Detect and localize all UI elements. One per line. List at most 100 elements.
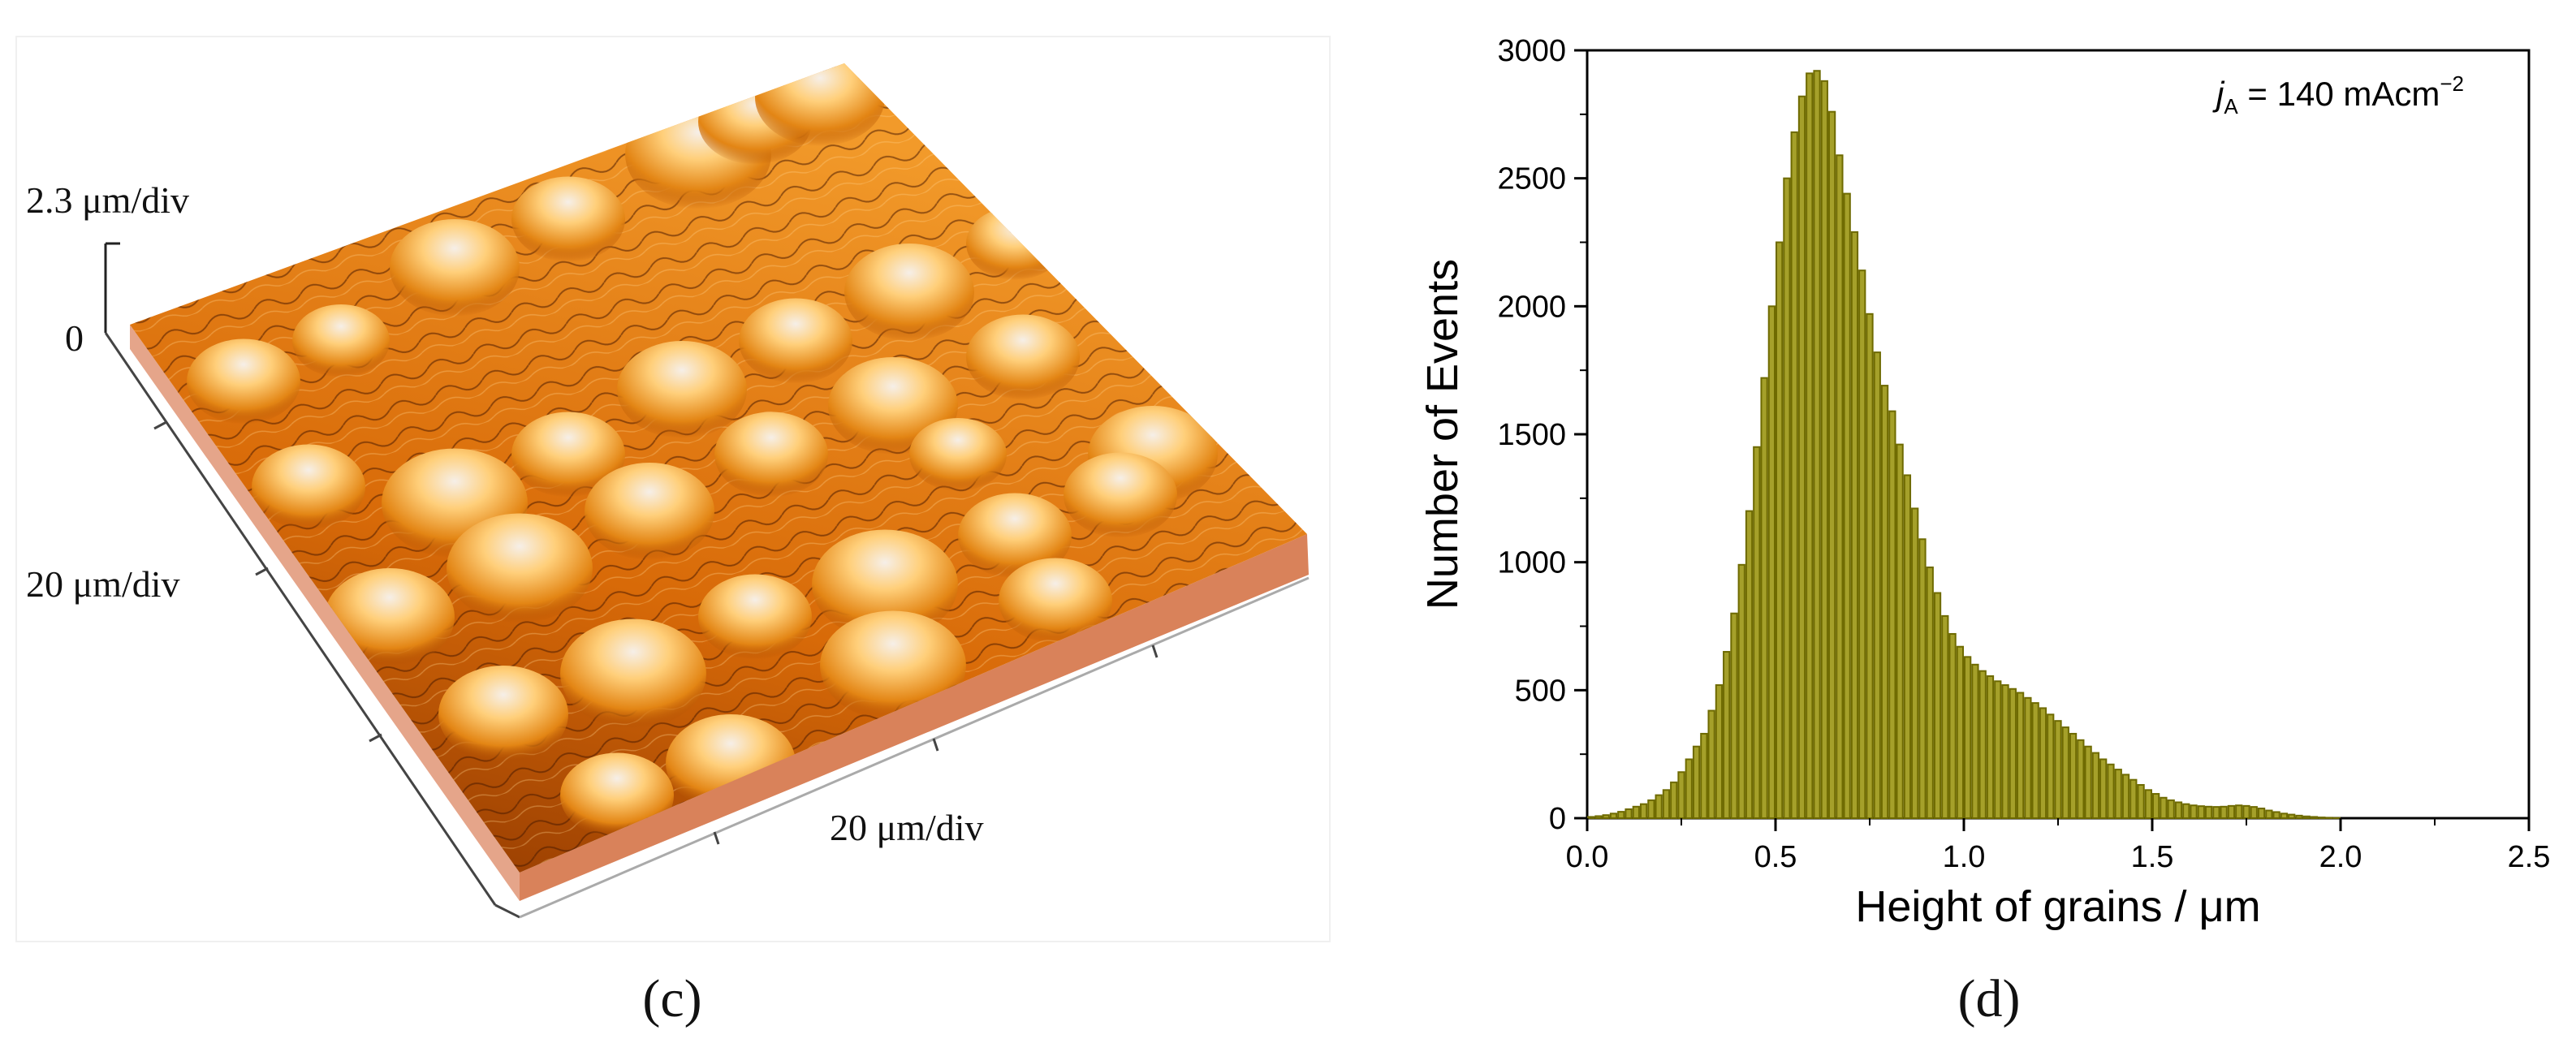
histogram-bar (1806, 72, 1814, 819)
surface-peak (617, 341, 747, 438)
histogram-bar (2302, 815, 2311, 819)
histogram-bar (1797, 95, 1806, 819)
z-zero-label: 0 (65, 317, 84, 359)
histogram-bar (1866, 312, 1874, 819)
histogram-bar (2077, 739, 2085, 819)
histogram-panel: 0.0 0.5 1.0 1.5 2.0 2.5 0 500 1000 1500 2000 2500 3… (1418, 34, 2550, 1028)
histogram-bar (1933, 592, 1942, 819)
histogram-bar (1956, 645, 1964, 820)
histogram-bar (1948, 632, 1957, 820)
histogram-bar (2084, 745, 2092, 819)
histogram-bar (2129, 778, 2138, 820)
surface-peak (812, 529, 958, 640)
histogram-bar (1662, 789, 1671, 820)
surface-peak (447, 513, 593, 623)
histogram-bar (1978, 670, 1987, 820)
histogram-bar (2212, 806, 2220, 819)
histogram-bar (1858, 269, 1866, 820)
x-tick-label: 1.0 (1943, 840, 1986, 874)
histogram-bar (1964, 656, 1972, 820)
histogram-bar (1783, 177, 1791, 819)
surface-peak (252, 444, 365, 530)
histogram-bar (2009, 687, 2017, 819)
y-tick-label: 2500 (1497, 162, 1566, 196)
histogram-bar (1776, 241, 1784, 819)
x-axis-label: Height of grains / μm (1855, 882, 2260, 931)
axis-corner (494, 903, 520, 919)
x-axis-line (519, 576, 1310, 919)
surface-peaks (187, 63, 1218, 838)
x-axis-tick-1 (713, 831, 720, 845)
surface-peak (714, 412, 828, 498)
y-axis-tick-2 (255, 567, 269, 576)
histogram-bar (1896, 443, 1904, 819)
histogram-bar (1926, 566, 1934, 819)
histogram-bar (2016, 692, 2025, 820)
surface-peak (325, 568, 455, 666)
histogram-bar (1655, 794, 1663, 819)
histogram-bar (1911, 507, 1919, 819)
annotation-text: = 140 mAcm (2238, 75, 2440, 113)
surface-peak (698, 574, 812, 660)
histogram-bar (1715, 684, 1724, 819)
histogram-bar (1918, 538, 1927, 820)
histogram-bar (1639, 803, 1648, 820)
histogram-bar (2204, 805, 2213, 819)
histogram-bar (2121, 774, 2130, 819)
histogram-bar (2152, 793, 2160, 820)
histogram-bar (2167, 799, 2175, 820)
histogram-bar (2295, 814, 2303, 820)
x-axis-tick-3 (1151, 644, 1159, 658)
histogram-bar (2137, 784, 2145, 819)
surface-peak (999, 558, 1112, 644)
y-axis-ticks: 0 500 1000 1500 2000 2500 3000 (1497, 34, 1587, 836)
panel-c-caption: (c) (642, 969, 701, 1028)
surface-peak (1064, 452, 1177, 538)
histogram-bar (1941, 614, 1949, 819)
histogram-bar (1632, 805, 1640, 819)
histogram-bar (1602, 814, 1610, 820)
histogram-bar (2325, 817, 2333, 819)
y-tick-label: 500 (1515, 674, 1566, 708)
surface-peak (187, 338, 300, 425)
surface-peak (585, 463, 714, 560)
histogram-bar (1700, 732, 1708, 819)
surface-peak (560, 619, 706, 729)
surface-peak (438, 666, 568, 763)
histogram-bar (2039, 707, 2047, 820)
current-density-annotation: jA = 140 mAcm−2 (2212, 71, 2464, 119)
y-tick-label: 1000 (1497, 546, 1566, 580)
histogram-bar (2197, 805, 2205, 819)
surface-peak (909, 418, 1007, 491)
x-tick-label: 2.5 (2508, 840, 2551, 874)
histogram-bar (2257, 808, 2266, 820)
histogram-bar (1587, 816, 1595, 820)
histogram-bar (1971, 663, 1979, 819)
histogram-bar (2250, 806, 2258, 819)
histogram-bar (2114, 769, 2122, 820)
histogram-bar (2001, 684, 2009, 819)
y-axis-tick-1 (153, 420, 167, 430)
surface-peak (511, 176, 625, 262)
histogram-bar (1707, 709, 1715, 819)
histogram-bar (1760, 377, 1768, 820)
y-tick-label: 1500 (1497, 418, 1566, 452)
histogram-bar (2190, 804, 2198, 820)
histogram-bar (2107, 763, 2115, 820)
histogram-bar (1625, 808, 1633, 819)
surface-peak (292, 304, 390, 377)
panel-d-caption: (d) (1958, 969, 2021, 1028)
histogram-bar (1753, 446, 1761, 819)
histogram-bar (1888, 410, 1896, 819)
y-tick-label: 3000 (1497, 34, 1566, 68)
histogram-bar (2160, 796, 2168, 819)
surface-peak (844, 244, 974, 341)
surface-left-side (130, 325, 520, 901)
histogram-bar (1813, 70, 1821, 819)
histogram-bar (2031, 702, 2039, 819)
histogram-bar (2272, 811, 2280, 820)
y-tick-label: 2000 (1497, 290, 1566, 324)
histogram-bar (2174, 801, 2183, 820)
